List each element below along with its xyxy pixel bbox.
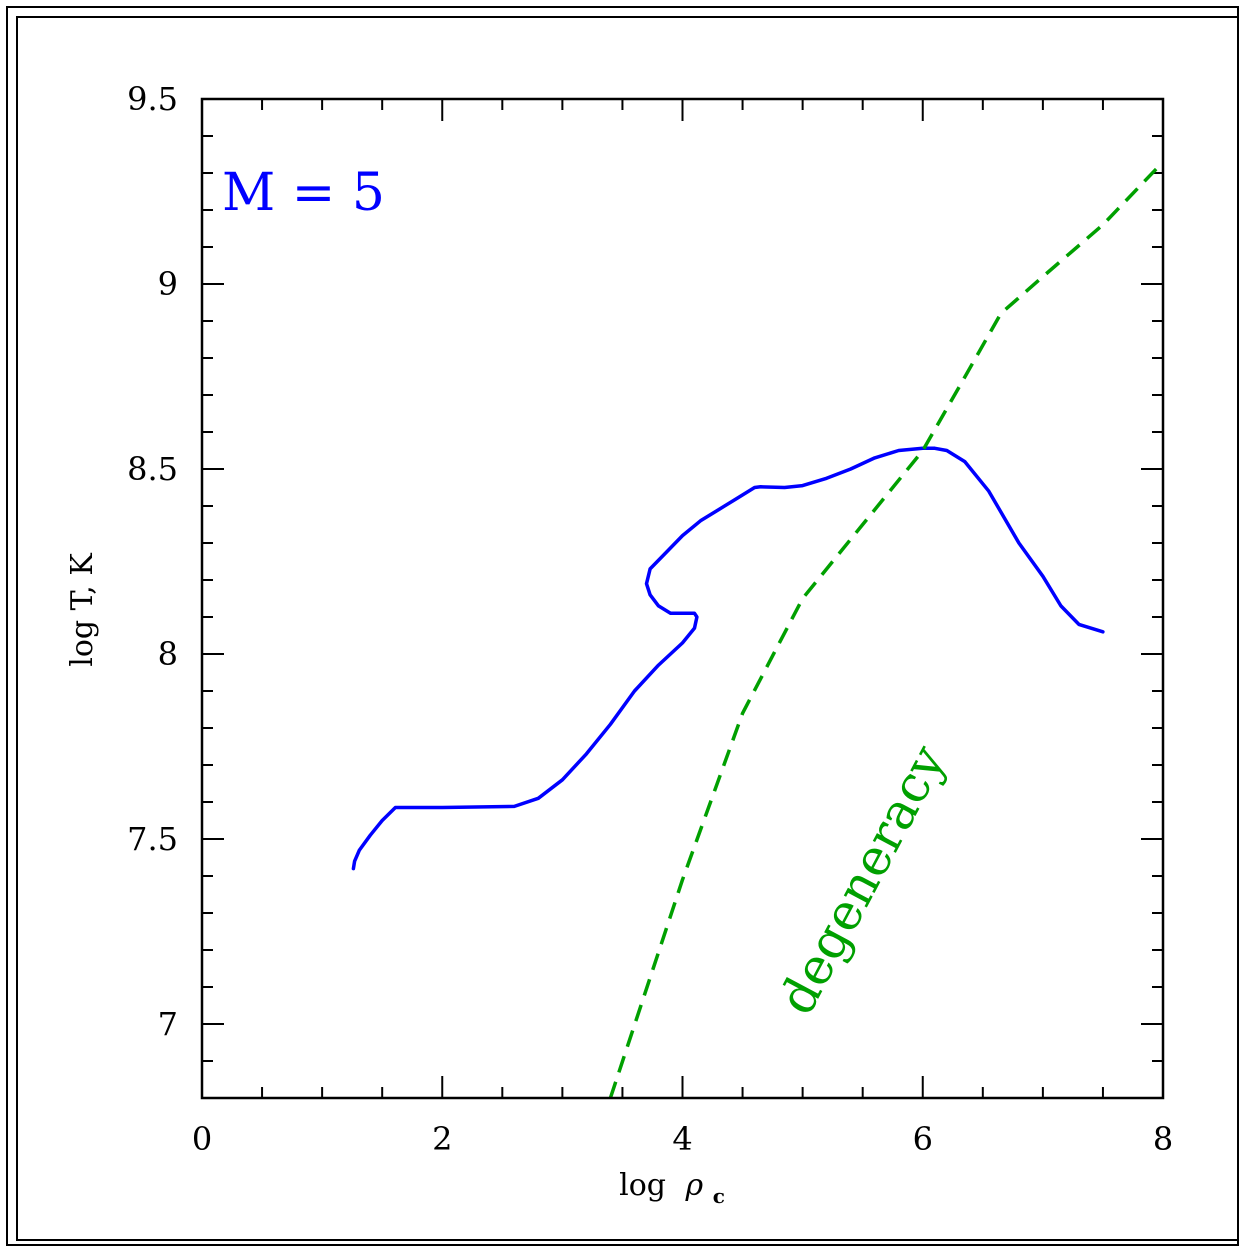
plot-area-border bbox=[200, 97, 1165, 1100]
y-tick-label: 7 bbox=[158, 1005, 178, 1043]
figure-frame-inner bbox=[16, 16, 1239, 1241]
y-tick-label: 9.5 bbox=[127, 80, 178, 118]
x-axis-label-text: log bbox=[619, 1168, 666, 1203]
x-axis-label: log ρ c bbox=[619, 1168, 725, 1208]
x-tick-label: 6 bbox=[913, 1120, 933, 1158]
x-tick-label: 0 bbox=[192, 1120, 212, 1158]
mass-annotation: M = 5 bbox=[222, 163, 385, 223]
y-axis-label: log T, K bbox=[65, 553, 100, 667]
series-layer bbox=[351, 160, 1165, 1099]
x-tick-label: 2 bbox=[432, 1120, 452, 1158]
x-tick-label: 8 bbox=[1153, 1120, 1173, 1158]
x-axis-label-subscript: c bbox=[713, 1184, 725, 1208]
tick-labels: 0 2 4 6 8 7 7.5 8 8.5 9 9.5 bbox=[127, 80, 1173, 1158]
evolution-track-line bbox=[351, 446, 1105, 871]
degeneracy-annotation: degeneracy bbox=[767, 735, 957, 1023]
y-tick-label: 9 bbox=[158, 265, 178, 303]
y-tick-label: 8 bbox=[158, 635, 178, 673]
y-tick-label: 8.5 bbox=[127, 450, 178, 488]
y-tick-label: 7.5 bbox=[127, 820, 178, 858]
x-tick-label: 4 bbox=[672, 1120, 692, 1158]
x-axis-label-symbol: ρ bbox=[685, 1168, 704, 1203]
axis-ticks bbox=[201, 98, 1164, 1099]
